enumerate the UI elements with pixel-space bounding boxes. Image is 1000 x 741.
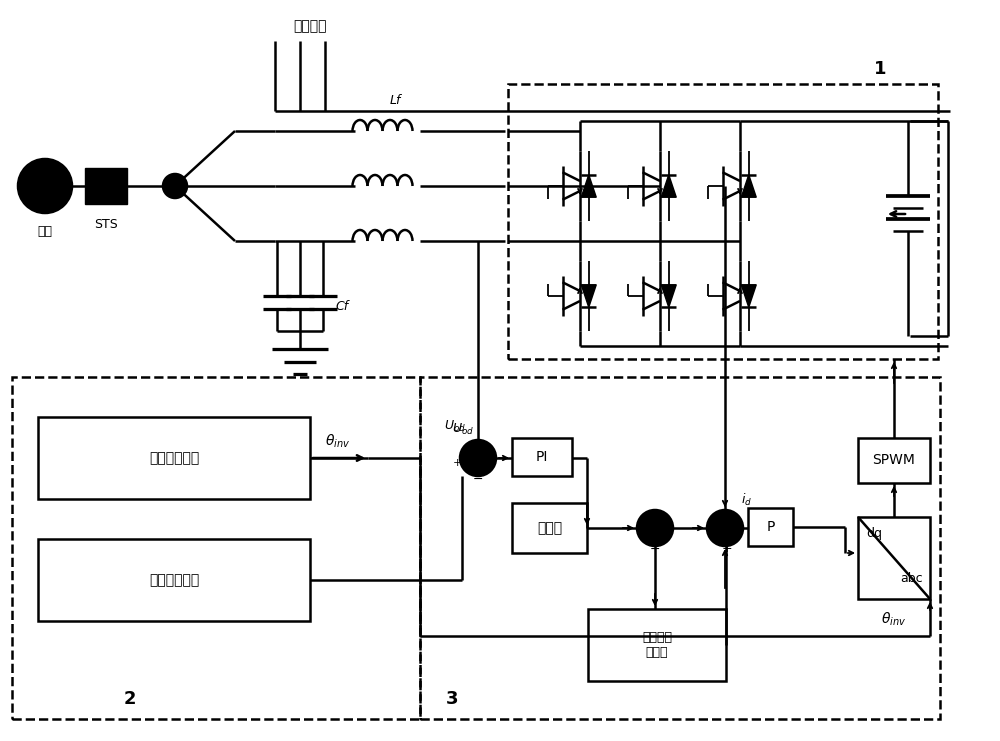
- Text: $U_{od}$: $U_{od}$: [444, 419, 466, 433]
- Bar: [38, 539, 310, 621]
- Bar: [858, 438, 930, 483]
- Text: −: −: [650, 542, 660, 556]
- Text: +: +: [715, 516, 725, 530]
- Text: abc: abc: [901, 573, 923, 585]
- Text: 主网: 主网: [38, 225, 52, 238]
- Circle shape: [637, 510, 673, 546]
- Text: dq: dq: [866, 527, 882, 539]
- Text: $\theta_{inv}$: $\theta_{inv}$: [325, 432, 351, 450]
- Bar: [512, 438, 572, 476]
- Polygon shape: [581, 175, 596, 197]
- Text: 1: 1: [874, 60, 886, 78]
- Text: Lf: Lf: [389, 95, 401, 107]
- Text: 2: 2: [124, 690, 136, 708]
- Text: 无功电压控制: 无功电压控制: [149, 573, 199, 587]
- Circle shape: [163, 174, 187, 198]
- Text: Cf: Cf: [335, 299, 349, 313]
- Text: +: +: [722, 542, 732, 554]
- Text: 3: 3: [446, 690, 458, 708]
- Bar: [588, 609, 726, 681]
- Circle shape: [18, 159, 72, 213]
- Bar: [12, 377, 420, 719]
- Text: −: −: [473, 473, 483, 485]
- Circle shape: [707, 510, 743, 546]
- Bar: [748, 508, 793, 546]
- Text: P: P: [766, 520, 775, 534]
- Text: 多环扰动
观测器: 多环扰动 观测器: [642, 631, 672, 659]
- Bar: [512, 503, 587, 553]
- Text: +: +: [645, 516, 655, 530]
- Bar: [38, 417, 310, 499]
- Text: 模型逆: 模型逆: [537, 521, 562, 535]
- Polygon shape: [661, 285, 676, 308]
- Circle shape: [460, 440, 496, 476]
- Polygon shape: [581, 285, 596, 308]
- Polygon shape: [741, 175, 756, 197]
- Bar: [420, 377, 940, 719]
- Polygon shape: [741, 285, 756, 308]
- Text: 有功频率控制: 有功频率控制: [149, 451, 199, 465]
- Text: +: +: [452, 458, 462, 468]
- Polygon shape: [661, 175, 676, 197]
- Bar: [858, 517, 930, 599]
- Text: 微网馈线: 微网馈线: [293, 19, 327, 33]
- Text: $U_{od}$: $U_{od}$: [452, 422, 474, 436]
- Text: PI: PI: [536, 450, 548, 464]
- Text: STS: STS: [94, 218, 118, 230]
- Text: $\theta_{inv}$: $\theta_{inv}$: [881, 611, 907, 628]
- Bar: [85, 168, 127, 204]
- Text: +: +: [473, 447, 483, 459]
- Bar: [508, 84, 938, 359]
- Text: SPWM: SPWM: [873, 453, 915, 468]
- Text: $i_d$: $i_d$: [741, 492, 753, 508]
